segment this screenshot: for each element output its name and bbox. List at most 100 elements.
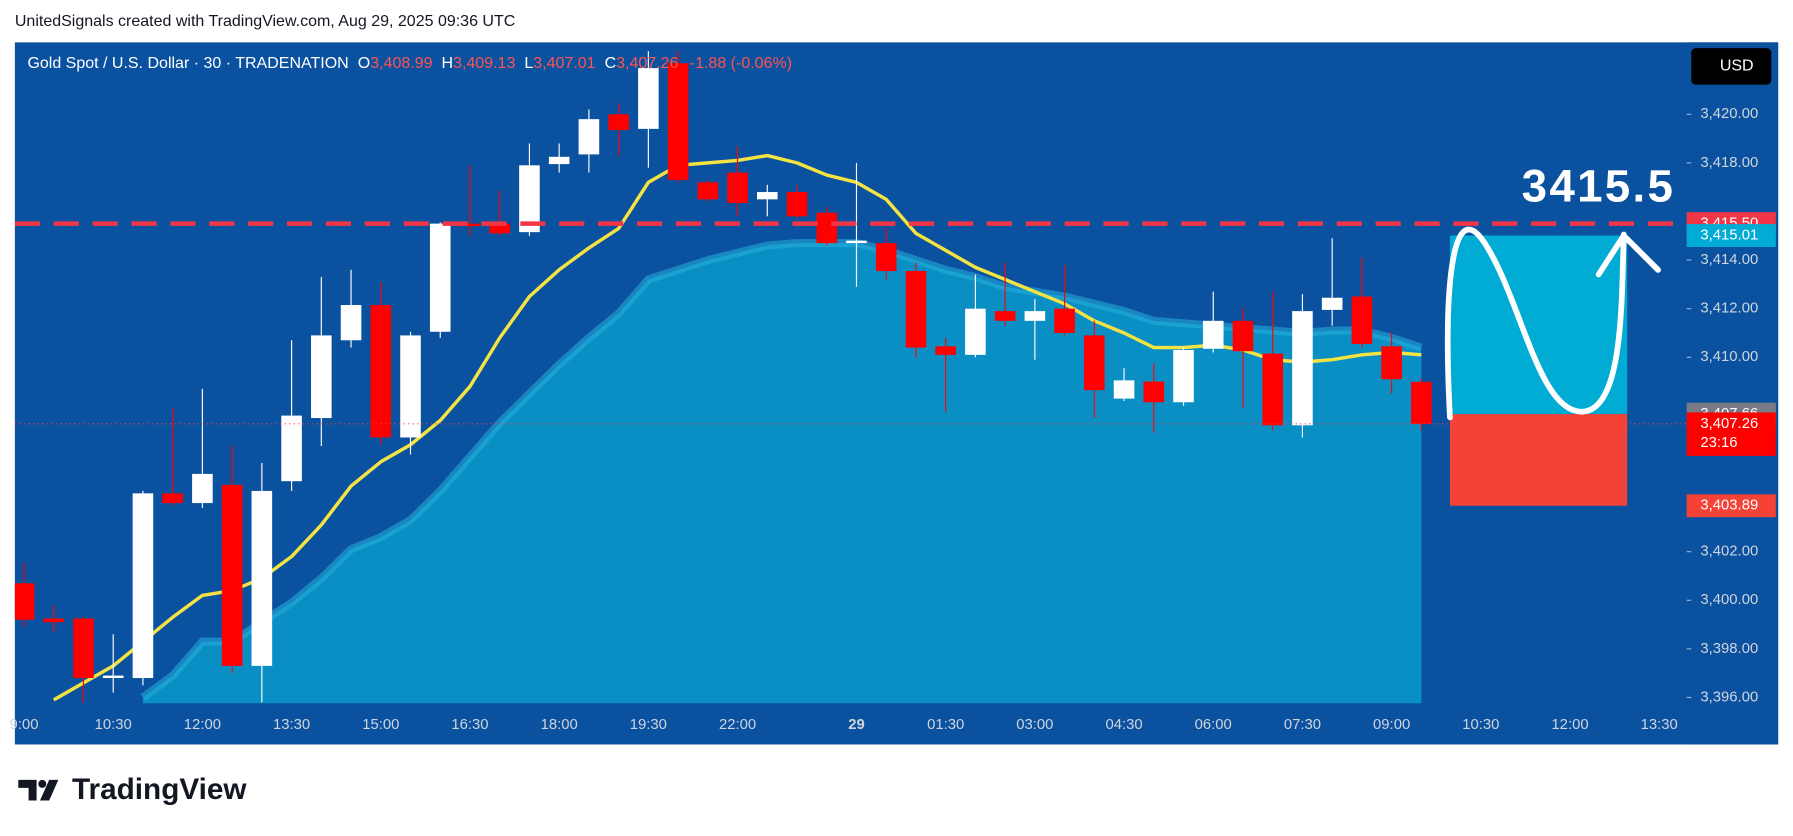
- x-tick-label: 18:00: [541, 717, 578, 733]
- price-axis: [1686, 42, 1779, 745]
- x-tick-label: 29: [848, 717, 865, 733]
- x-tick-label: 04:30: [1105, 717, 1142, 733]
- candle-body: [73, 618, 94, 679]
- legend-key: H: [442, 55, 454, 72]
- brand: TradingView: [72, 773, 247, 806]
- candle-body: [14, 583, 35, 620]
- candle-body: [1351, 296, 1373, 344]
- price-label: 3,415.01: [1700, 227, 1758, 243]
- y-tick-label: 3,400.00: [1700, 592, 1758, 608]
- candle-body: [1262, 353, 1284, 426]
- y-tick-label: 3,420.00: [1700, 106, 1758, 122]
- x-tick-label: 07:30: [1284, 717, 1321, 733]
- candle-body: [994, 311, 1016, 321]
- candle-body: [1292, 311, 1313, 426]
- x-tick-label: 06:00: [1195, 717, 1232, 733]
- candle-body: [162, 493, 183, 504]
- candle-body: [578, 119, 600, 155]
- y-tick-label: 3,398.00: [1700, 641, 1758, 657]
- x-tick-label: 10:30: [95, 717, 132, 733]
- candle-body: [370, 305, 392, 438]
- price-label: 3,407.26: [1700, 416, 1758, 432]
- loss-zone: [1449, 414, 1628, 506]
- candle-body: [400, 335, 421, 438]
- legend-value: 3,408.99: [370, 55, 432, 72]
- target-label: 3415.5: [1522, 160, 1676, 211]
- candle-body: [1381, 346, 1402, 380]
- candle-body: [221, 484, 243, 666]
- currency: USD: [1720, 58, 1754, 75]
- candle-body: [1202, 320, 1224, 349]
- projection-curve: [1444, 226, 1627, 421]
- candle-body: [727, 172, 748, 203]
- series-layer: [14, 51, 1432, 704]
- brand-logo: TradingView: [18, 773, 247, 806]
- candle-body: [905, 271, 927, 348]
- legend-key: O: [358, 55, 370, 72]
- currency-badge: [1691, 48, 1772, 85]
- y-tick-label: 3,414.00: [1700, 252, 1758, 268]
- candle-body: [638, 68, 659, 129]
- candle-body: [1113, 380, 1135, 399]
- price-label-box: [1686, 494, 1776, 518]
- candle-body: [608, 114, 629, 131]
- candle-body: [311, 335, 332, 419]
- price-label-box: [1686, 224, 1776, 247]
- legend: Gold Spot / U.S. Dollar · 30 · TRADENATI…: [27, 55, 792, 72]
- brand-mark: [18, 779, 59, 801]
- y-tick-label: 3,396.00: [1700, 689, 1758, 705]
- x-tick-label: 9:00: [10, 717, 39, 733]
- price-countdown: 23:16: [1700, 435, 1737, 451]
- candle-body: [756, 192, 778, 200]
- candle-body: [489, 223, 510, 234]
- profit-zone: [1449, 235, 1628, 415]
- y-tick-label: 3,402.00: [1700, 544, 1758, 560]
- y-tick-label: 3,410.00: [1700, 349, 1758, 365]
- candle-body: [192, 473, 213, 504]
- candle-body: [281, 415, 302, 482]
- candle-body: [102, 675, 124, 679]
- candle-body: [965, 308, 986, 355]
- candle-body: [816, 212, 838, 244]
- x-tick-label: 03:00: [1016, 717, 1053, 733]
- price-label: 3,403.89: [1700, 498, 1758, 514]
- candle-body: [1143, 381, 1165, 403]
- candle-body: [459, 223, 481, 227]
- candle-body: [1411, 381, 1432, 424]
- brand-mark: [38, 779, 47, 788]
- candle-body: [846, 240, 867, 244]
- x-tick-label: 09:00: [1373, 717, 1410, 733]
- x-tick-label: 15:00: [362, 717, 399, 733]
- candle-body: [43, 618, 65, 623]
- candle-body: [875, 243, 897, 272]
- projection-arrow: [1595, 232, 1661, 278]
- x-tick-label: 01:30: [927, 717, 964, 733]
- candle-body: [1054, 308, 1075, 333]
- candle-body: [1024, 311, 1046, 321]
- candle-body: [786, 192, 808, 217]
- legend-value: 3,409.13: [453, 55, 515, 72]
- candle-body: [697, 182, 719, 200]
- legend-value: 3,407.01: [533, 55, 595, 72]
- candle-body: [667, 63, 689, 180]
- x-tick-label: 22:00: [719, 717, 756, 733]
- candle-body: [1173, 349, 1194, 403]
- x-tick-label: 19:30: [630, 717, 667, 733]
- candle-body: [1084, 335, 1105, 391]
- legend-value: 3,407.26: [616, 55, 678, 72]
- x-tick-label: 13:30: [273, 717, 310, 733]
- y-tick-label: 3,412.00: [1700, 301, 1758, 317]
- x-tick-label: 12:00: [1551, 717, 1588, 733]
- candle-body: [519, 165, 540, 233]
- x-tick-label: 16:30: [451, 717, 488, 733]
- legend-symbol: Gold Spot / U.S. Dollar · 30 · TRADENATI…: [27, 55, 348, 72]
- candle-body: [251, 490, 273, 666]
- y-tick-label: 3,418.00: [1700, 155, 1758, 171]
- candle-body: [429, 223, 451, 332]
- x-tick-label: 12:00: [184, 717, 221, 733]
- legend-change: -1.88 (-0.06%): [690, 55, 792, 72]
- plot: 3415.5 3,396.00 3,398.00 3,400.00 3,402.00 3,…: [10, 51, 1776, 733]
- candle-body: [1232, 320, 1254, 352]
